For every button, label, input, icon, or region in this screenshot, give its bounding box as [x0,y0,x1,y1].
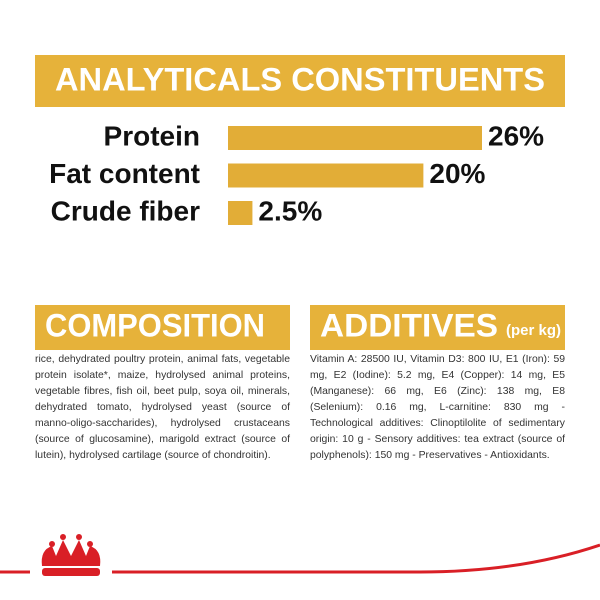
footer [0,534,600,576]
composition-title: COMPOSITION [45,307,265,343]
value-label: 26% [488,120,544,151]
additives-banner [310,305,565,350]
title-banner [35,55,565,107]
logo-crown [41,540,101,566]
additives-subtitle: (per kg) [506,322,561,339]
additives-title: ADDITIVES [320,307,498,343]
composition-text: rice, dehydrated poultry protein, animal… [35,354,290,461]
additives-text: Vitamin A: 28500 IU, Vitamin D3: 800 IU,… [310,354,565,461]
logo-dot [49,541,55,547]
value-label: 20% [429,158,485,189]
composition-banner [35,305,290,350]
bar [228,163,424,188]
chart-title: ANALYTICALS CONSTITUENTS [55,61,545,97]
category-label: Fat content [49,158,200,189]
category-label: Protein [104,120,200,151]
footer-line [112,543,600,574]
value-label: 2.5% [258,195,322,226]
logo-dot [60,534,66,540]
logo-dot [87,541,93,547]
bar [228,201,253,225]
bar [228,126,482,150]
logo-base [42,568,100,576]
category-label: Crude fiber [51,195,200,226]
logo-dot [76,534,82,540]
